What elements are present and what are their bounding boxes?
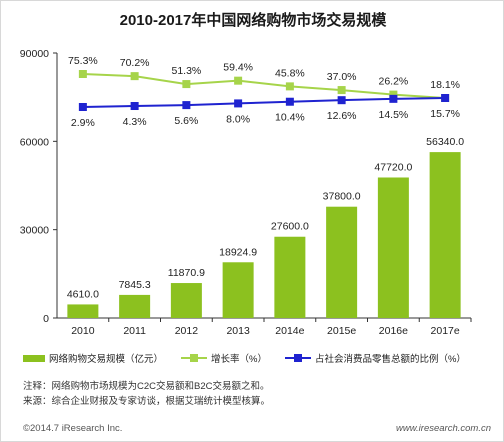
- chart-legend: 网络购物交易规模（亿元） 增长率（%） 占社会消费品零售总额的比例（%）: [23, 351, 503, 365]
- bar: [326, 206, 358, 318]
- bar-value-label: 56340.0: [426, 136, 464, 148]
- retail-share-label: 15.7%: [430, 108, 460, 120]
- growth-rate-point: [182, 80, 191, 89]
- legend-label-growth: 增长率（%）: [211, 354, 267, 365]
- bar: [429, 152, 461, 318]
- bar: [67, 304, 99, 318]
- y-tick-label: 90000: [20, 48, 49, 60]
- growth-rate-label: 45.8%: [275, 67, 305, 79]
- x-tick-label: 2017e: [431, 325, 460, 337]
- legend-item-growth: 增长率（%）: [181, 351, 267, 365]
- bar: [222, 262, 254, 318]
- source-text: 来源：综合企业财报及专家访谈，根据艾瑞统计模型核算。: [23, 396, 271, 407]
- legend-label-share: 占社会消费品零售总额的比例（%）: [314, 354, 466, 365]
- x-tick-label: 2016e: [379, 325, 408, 337]
- growth-rate-point: [389, 90, 398, 99]
- legend-item-share: 占社会消费品零售总额的比例（%）: [284, 351, 466, 365]
- bar-value-label: 37800.0: [323, 191, 361, 203]
- x-tick-label: 2010: [71, 325, 95, 337]
- growth-rate-label: 75.3%: [68, 55, 98, 67]
- retail-share-label: 2.9%: [71, 117, 95, 129]
- y-tick-label: 0: [43, 313, 49, 325]
- combo-chart: 0 30000 60000 90000 2010 2011 2012 2013 2014e 201…: [20, 48, 472, 337]
- growth-rate-label: 18.1%: [430, 79, 460, 91]
- growth-rate-label: 51.3%: [171, 65, 201, 77]
- growth-rate-point: [337, 86, 346, 95]
- retail-share-label: 5.6%: [174, 115, 198, 127]
- retail-share-point: [182, 101, 191, 110]
- bar-value-label: 4610.0: [67, 288, 99, 300]
- y-tick-label: 60000: [20, 136, 49, 148]
- retail-share-point: [441, 94, 450, 102]
- retail-share-point: [234, 99, 243, 108]
- copyright-text: ©2014.7 iResearch Inc.: [23, 423, 123, 434]
- note-text: 注释：网络购物市场规模为C2C交易额和B2C交易额之和。: [23, 381, 270, 392]
- bar: [119, 294, 151, 318]
- growth-rate-point: [234, 76, 243, 85]
- x-tick-label: 2013: [226, 325, 250, 337]
- growth-rate-label: 37.0%: [327, 71, 357, 83]
- retail-share-point: [389, 94, 398, 103]
- retail-share-point: [78, 103, 87, 111]
- growth-rate-line: [82, 73, 446, 99]
- growth-rate-label: 70.2%: [120, 57, 150, 69]
- x-tick-label: 2015e: [327, 325, 356, 337]
- legend-item-bar: 网络购物交易规模（亿元）: [23, 351, 163, 365]
- bar-value-label: 7845.3: [119, 279, 151, 291]
- legend-label-bar: 网络购物交易规模（亿元）: [49, 354, 164, 365]
- retail-share-label: 10.4%: [275, 112, 305, 124]
- retail-share-point: [130, 102, 139, 111]
- bar: [170, 283, 202, 318]
- bar: [377, 177, 409, 318]
- retail-share-point: [337, 96, 346, 105]
- retail-share-label: 12.6%: [327, 110, 357, 122]
- growth-rate-point: [78, 70, 87, 78]
- retail-share-line: [82, 97, 446, 108]
- bar-value-label: 47720.0: [374, 161, 412, 173]
- x-tick-label: 2011: [123, 325, 146, 337]
- retail-share-label: 4.3%: [123, 116, 147, 128]
- x-tick-label: 2012: [175, 325, 199, 337]
- growth-rate-label: 59.4%: [223, 62, 253, 74]
- bar-value-label: 11870.9: [168, 267, 205, 279]
- legend-swatch-bar: [23, 354, 45, 362]
- retail-share-label: 14.5%: [378, 109, 408, 121]
- bar: [274, 236, 306, 318]
- growth-rate-point: [130, 72, 139, 81]
- retail-share-label: 8.0%: [226, 113, 250, 125]
- retail-share-point: [285, 97, 294, 106]
- bar-value-label: 27600.0: [271, 221, 309, 233]
- legend-swatch-share: [284, 353, 311, 363]
- y-tick-label: 30000: [20, 225, 49, 237]
- chart-notes: 注释：网络购物市场规模为C2C交易额和B2C交易额之和。 来源：综合企业财报及专…: [23, 379, 270, 409]
- x-tick-label: 2014e: [275, 325, 304, 337]
- legend-swatch-growth: [181, 353, 208, 363]
- chart-title: 2010-2017年中国网络购物市场交易规模: [119, 12, 387, 29]
- bar-value-label: 18924.9: [219, 246, 257, 258]
- website-text: www.iresearch.com.cn: [395, 423, 491, 434]
- growth-rate-label: 26.2%: [378, 76, 408, 88]
- growth-rate-point: [285, 82, 294, 91]
